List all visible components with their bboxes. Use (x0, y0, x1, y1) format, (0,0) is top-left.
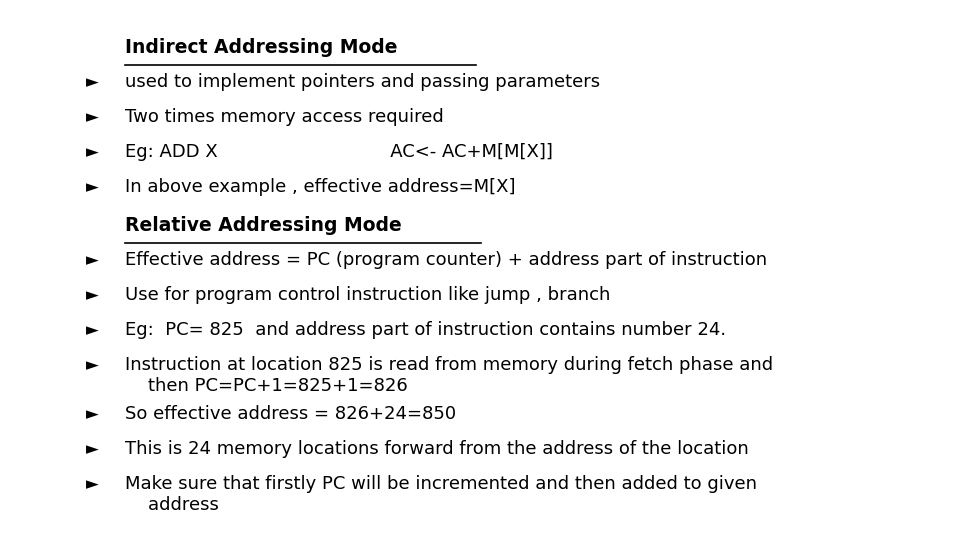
Text: So effective address = 826+24=850: So effective address = 826+24=850 (125, 405, 456, 423)
Text: Indirect Addressing Mode: Indirect Addressing Mode (125, 38, 397, 57)
Text: Relative Addressing Mode: Relative Addressing Mode (125, 216, 401, 235)
Text: Two times memory access required: Two times memory access required (125, 108, 444, 126)
Text: Effective address = PC (program counter) + address part of instruction: Effective address = PC (program counter)… (125, 251, 767, 269)
Text: ►: ► (86, 251, 99, 269)
Text: Make sure that firstly PC will be incremented and then added to given
    addres: Make sure that firstly PC will be increm… (125, 475, 756, 514)
Text: ►: ► (86, 286, 99, 304)
Text: Eg:  PC= 825  and address part of instruction contains number 24.: Eg: PC= 825 and address part of instruct… (125, 321, 726, 339)
Text: Instruction at location 825 is read from memory during fetch phase and
    then : Instruction at location 825 is read from… (125, 356, 773, 395)
Text: ►: ► (86, 440, 99, 458)
Text: In above example , effective address=M[X]: In above example , effective address=M[X… (125, 178, 516, 196)
Text: ►: ► (86, 143, 99, 161)
Text: ►: ► (86, 321, 99, 339)
Text: ►: ► (86, 475, 99, 493)
Text: ►: ► (86, 108, 99, 126)
Text: Eg: ADD X                              AC<- AC+M[M[X]]: Eg: ADD X AC<- AC+M[M[X]] (125, 143, 553, 161)
Text: ►: ► (86, 178, 99, 196)
Text: ►: ► (86, 356, 99, 374)
Text: used to implement pointers and passing parameters: used to implement pointers and passing p… (125, 73, 600, 91)
Text: Use for program control instruction like jump , branch: Use for program control instruction like… (125, 286, 610, 304)
Text: This is 24 memory locations forward from the address of the location: This is 24 memory locations forward from… (125, 440, 749, 458)
Text: ►: ► (86, 73, 99, 91)
Text: ►: ► (86, 405, 99, 423)
